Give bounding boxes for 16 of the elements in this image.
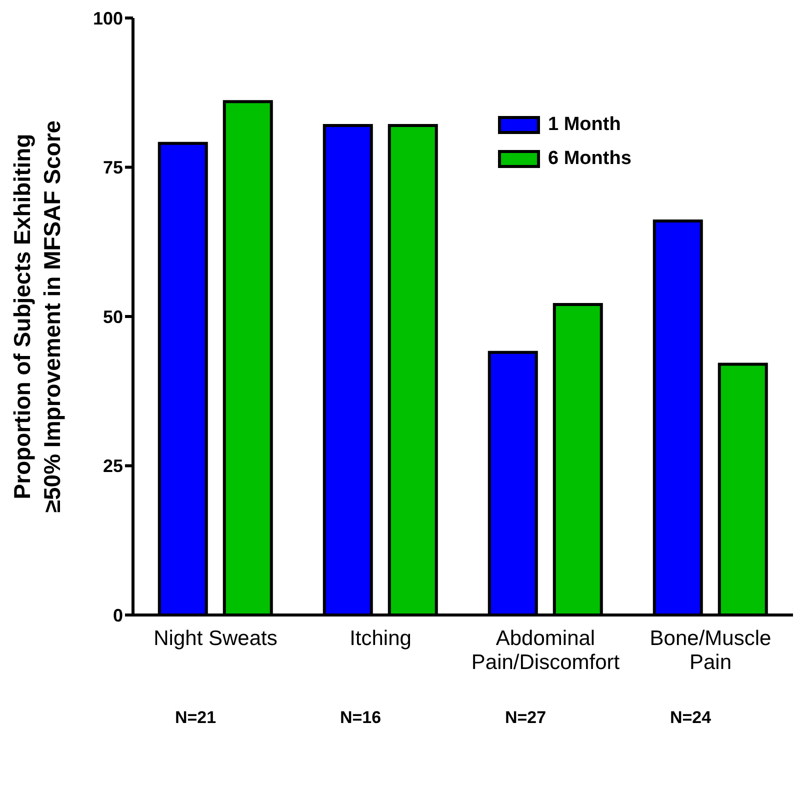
legend-label: 1 Month <box>548 114 621 136</box>
legend-label: 6 Months <box>548 148 632 170</box>
y-tick-label: 75 <box>102 158 123 178</box>
x-tick-label: Abdominal Pain/Discomfort <box>471 627 620 674</box>
y-tick-label: 100 <box>92 8 123 28</box>
x-tick-label: Itching <box>350 627 412 650</box>
text: N=24 <box>670 708 712 727</box>
y-tick-label: 50 <box>102 306 123 327</box>
text: N=16 <box>340 708 382 727</box>
y-tick-label: 0 <box>112 605 123 626</box>
x-tick-label: Bone/Muscle Pain <box>650 627 772 674</box>
text: N=21 <box>174 708 216 727</box>
y-axis-title: Proportion of Subjects Exhibiting ≥50% Improvement in MFSAF Score <box>9 120 65 513</box>
y-tick-label: 25 <box>102 456 123 476</box>
x-tick-label: Night Sweats <box>154 627 278 650</box>
text: N=27 <box>504 708 546 727</box>
